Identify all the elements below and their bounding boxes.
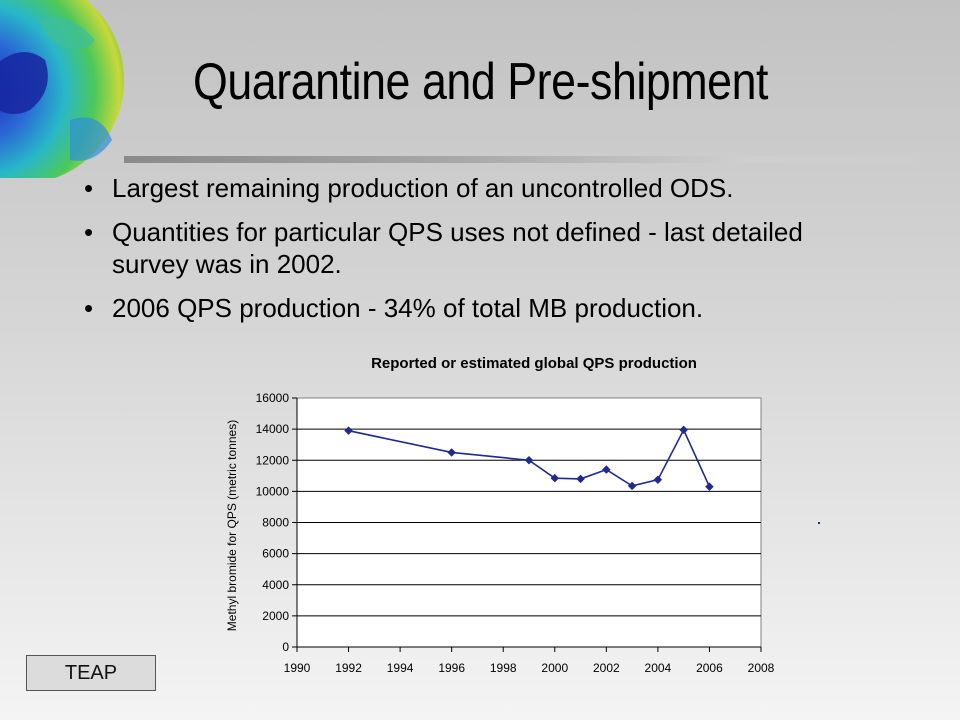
teap-badge: TEAP xyxy=(26,655,156,691)
y-tick-label: 10000 xyxy=(256,484,290,498)
data-point xyxy=(601,465,611,474)
chart-title: Reported or estimated global QPS product… xyxy=(371,355,697,372)
y-tick-label: 16000 xyxy=(256,391,290,405)
y-tick-label: 12000 xyxy=(256,453,290,467)
data-point xyxy=(653,475,663,485)
globe-ozone-icon xyxy=(0,0,124,178)
data-point xyxy=(627,481,637,491)
y-tick-label: 6000 xyxy=(262,547,289,561)
data-point xyxy=(550,473,560,483)
data-point xyxy=(679,425,689,435)
data-point xyxy=(705,482,714,492)
x-tick-label: 2008 xyxy=(748,661,775,675)
y-tick-label: 14000 xyxy=(256,422,290,436)
qps-production-chart: Reported or estimated global QPS product… xyxy=(225,355,775,675)
slide-title: Quarantine and Pre-shipment xyxy=(193,53,769,111)
bullet-item: Quantities for particular QPS uses not d… xyxy=(84,216,884,280)
x-tick-label: 2002 xyxy=(593,661,620,675)
y-axis-label: Methyl bromide for QPS (metric tonnes) xyxy=(225,420,239,631)
stray-mark xyxy=(818,522,820,524)
x-tick-label: 2006 xyxy=(696,661,723,675)
x-tick-label: 1998 xyxy=(490,661,517,675)
y-tick-label: 4000 xyxy=(262,578,289,592)
x-tick-label: 1992 xyxy=(335,661,362,675)
data-point xyxy=(447,448,457,457)
x-tick-label: 2000 xyxy=(541,661,568,675)
x-tick-label: 2004 xyxy=(645,661,672,675)
x-tick-label: 1990 xyxy=(284,661,311,675)
x-tick-label: 1994 xyxy=(387,661,414,675)
series-line xyxy=(348,428,711,488)
y-tick-label: 2000 xyxy=(262,609,289,623)
x-tick-label: 1996 xyxy=(438,661,465,675)
y-tick-label: 8000 xyxy=(262,516,289,530)
bullet-item: Largest remaining production of an uncon… xyxy=(84,172,884,204)
bullet-item: 2006 QPS production - 34% of total MB pr… xyxy=(84,292,884,324)
title-divider xyxy=(124,156,960,163)
data-point xyxy=(576,474,585,484)
data-point xyxy=(524,455,534,465)
bullet-list: Largest remaining production of an uncon… xyxy=(84,172,884,336)
data-point xyxy=(344,426,353,436)
y-tick-label: 0 xyxy=(282,640,289,654)
